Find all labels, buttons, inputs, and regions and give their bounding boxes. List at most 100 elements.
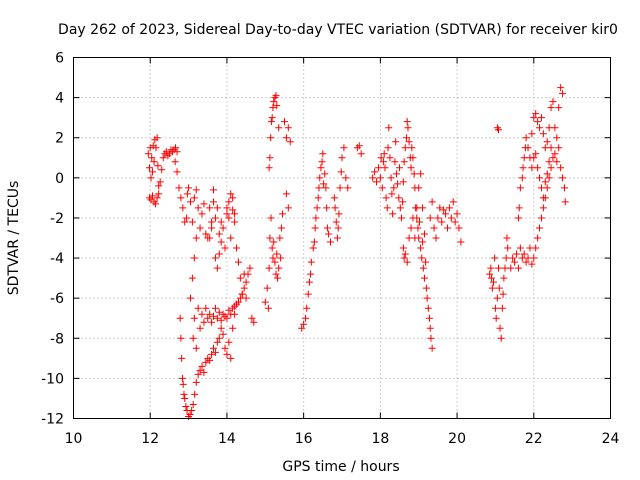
data-point [204,314,212,322]
data-point [159,154,167,162]
data-point [447,214,455,222]
data-point [246,264,254,272]
data-point [210,198,218,206]
data-point [196,224,204,232]
data-point [426,324,434,332]
data-point [443,224,451,232]
data-point [559,174,567,182]
data-point [553,158,561,166]
data-point [536,224,544,232]
data-point [403,118,411,126]
data-point [196,324,204,332]
data-point [172,144,180,152]
y-tick-label: -4 [50,251,64,267]
data-point [522,134,530,142]
data-point [179,204,187,212]
data-point [267,118,275,126]
data-point [227,234,235,242]
data-point [399,178,407,186]
data-point [277,254,285,262]
data-point [436,204,444,212]
data-point [144,150,152,158]
data-point [198,362,206,370]
data-point [333,234,341,242]
data-point [522,258,530,266]
data-point [234,298,242,306]
data-point [541,178,549,186]
data-point [192,344,200,352]
data-point [280,118,288,126]
data-point [192,378,200,386]
data-point [357,150,365,158]
data-point [223,350,231,358]
data-point [534,234,542,242]
data-point [530,114,538,122]
data-point [215,230,223,238]
data-point [178,374,186,382]
data-point [217,218,225,226]
data-point [424,304,432,312]
data-point [449,198,457,206]
data-point [188,406,196,414]
data-point [411,234,419,242]
data-point [198,310,206,318]
data-point [217,316,225,324]
data-point [342,174,350,182]
data-point [369,174,377,182]
data-point [425,314,433,322]
data-point [284,204,292,212]
data-point [307,258,315,266]
data-point [494,264,502,272]
data-point [153,194,161,202]
data-point [275,124,283,132]
data-point [387,174,395,182]
y-tick-label: -12 [41,412,64,428]
data-point [186,410,194,418]
data-point [547,164,555,172]
data-point [504,244,512,252]
data-point [264,304,272,312]
data-point [453,210,461,218]
data-point [414,224,422,232]
data-point [399,244,407,252]
data-point [419,204,427,212]
chart-title: Day 262 of 2023, Sidereal Day-to-day VTE… [58,22,618,38]
chart-grid [73,57,611,419]
data-point [149,192,157,200]
data-point [194,370,202,378]
data-point [273,102,281,110]
data-point [530,254,538,262]
data-point [417,170,425,178]
data-point [379,158,387,166]
data-point [395,194,403,202]
data-point [181,394,189,402]
data-point [405,138,413,146]
y-tick-label: -10 [41,371,64,387]
data-point [417,244,425,252]
data-point [227,354,235,362]
data-point [323,204,331,212]
data-point [536,174,544,182]
data-point [276,234,284,242]
data-point [234,258,242,266]
data-point [316,174,324,182]
data-point [549,154,557,162]
data-point [509,254,517,262]
data-point [403,258,411,266]
data-point [334,224,342,232]
data-point [410,170,418,178]
data-point [179,380,187,388]
y-tick-label: -6 [50,291,64,307]
data-point [499,290,507,298]
data-point [455,224,463,232]
data-point [355,142,363,150]
data-point [311,224,319,232]
data-point [223,314,231,322]
data-point [408,144,416,152]
data-point [206,234,214,242]
data-point [229,194,237,202]
data-point [188,218,196,226]
data-point [177,334,185,342]
data-point [493,294,501,302]
data-point [514,214,522,222]
